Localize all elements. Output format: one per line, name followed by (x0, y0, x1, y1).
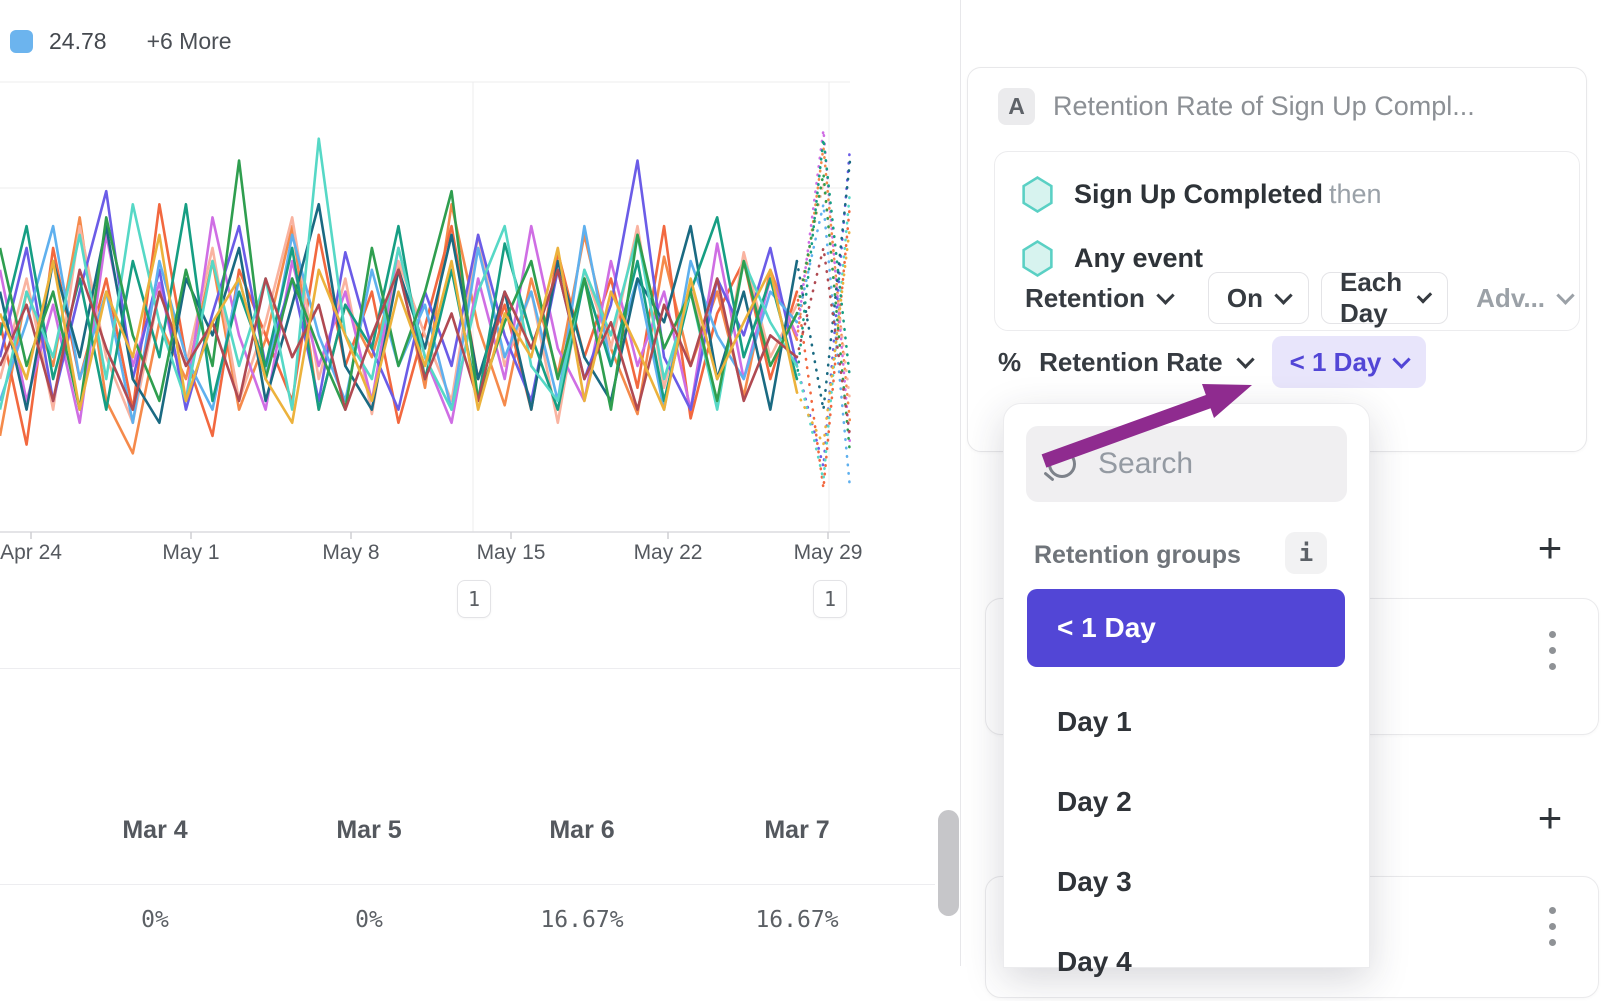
info-icon[interactable]: i (1285, 532, 1327, 574)
retention-type-dropdown[interactable]: Retention (1021, 272, 1190, 324)
chevron-down-icon (1235, 349, 1255, 369)
chart-series-tail-series-5 (795, 146, 852, 467)
chevron-down-icon (1417, 287, 1433, 303)
x-tick-label: May 22 (633, 541, 703, 564)
chart-series-tail-series-12 (795, 224, 852, 450)
metric-definition-card: A Retention Rate of Sign Up Compl... Sig… (967, 67, 1587, 452)
kebab-menu-icon[interactable] (1543, 625, 1562, 676)
x-tick-label: Apr 24 (0, 541, 62, 564)
add-section-button-2[interactable]: + (1537, 794, 1563, 841)
chart-series-series-11 (0, 268, 798, 411)
event-name[interactable]: Sign Up Completed (1074, 178, 1323, 209)
table-column-header: Mar 6 (549, 815, 615, 844)
group-option-day-2[interactable]: Day 2 (1057, 786, 1132, 817)
event-hexagon-icon (1022, 239, 1053, 277)
section-divider (0, 668, 960, 669)
group-option-1-day[interactable]: < 1 Day (1027, 589, 1345, 667)
event-row-1[interactable]: Sign Up Completed then (1021, 174, 1382, 214)
table-column-header: Mar 4 (122, 815, 188, 844)
on-dropdown[interactable]: On (1207, 272, 1309, 324)
chart-legend: 24.78 +6 More (10, 26, 232, 56)
chart-series-series-12 (0, 233, 799, 425)
event-group-card: Sign Up Completed then Any event Retentio… (994, 151, 1580, 331)
group-option-day-3[interactable]: Day 3 (1057, 866, 1132, 897)
retention-controls-row: Retention On Each Day Adv... (1021, 267, 1590, 328)
metric-type-dropdown[interactable]: Retention Rate (1039, 347, 1255, 378)
event-row-2[interactable]: Any event (1021, 238, 1203, 278)
groups-label-row: Retention groups i (1034, 532, 1349, 578)
chart-series-tail-series-11 (795, 247, 852, 438)
chevron-down-icon (1156, 285, 1175, 305)
group-option-day-1[interactable]: Day 1 (1057, 706, 1132, 737)
retention-group-menu: Retention groups i < 1 Day Day 1 Day 2 Day … (1003, 403, 1370, 977)
table-cell-value[interactable]: 0% (141, 907, 169, 933)
x-tick-label: May 29 (793, 541, 863, 564)
retention-group-dropdown[interactable]: < 1 Day (1271, 336, 1427, 388)
x-tick-label: May 8 (322, 541, 380, 564)
chart-series-tail-series-7 (795, 159, 852, 410)
legend-series-label[interactable]: 24.78 (49, 27, 107, 54)
event-hexagon-icon (1022, 175, 1053, 213)
chevron-down-icon (1556, 285, 1575, 305)
retention-chart-area[interactable]: Apr 24 May 1 May 8 May 15 May 22 May 29 1 1 (0, 75, 862, 618)
annotation-badge[interactable]: 1 (813, 580, 847, 618)
search-box[interactable] (1026, 426, 1347, 502)
x-tick-label: May 1 (162, 541, 220, 564)
chart-series-series-8 (0, 202, 799, 411)
search-icon (1048, 450, 1076, 478)
table-column-header: Mar 7 (764, 815, 830, 844)
group-option-day-4[interactable]: Day 4 (1057, 946, 1132, 977)
chart-series-tail-series-4 (795, 129, 852, 446)
metric-row: % Retention Rate < 1 Day (998, 336, 1427, 388)
table-cell-value[interactable]: 0% (355, 907, 383, 933)
search-input[interactable] (1096, 446, 1330, 482)
chevron-down-icon (1274, 285, 1293, 305)
event-suffix-then: then (1329, 178, 1382, 209)
panel-divider (960, 0, 961, 966)
interval-dropdown[interactable]: Each Day (1321, 267, 1449, 328)
advanced-dropdown[interactable]: Adv... (1458, 272, 1590, 324)
chart-series-series-9 (0, 137, 798, 411)
kebab-menu-icon-2[interactable] (1543, 901, 1562, 952)
x-tick-label: May 15 (476, 541, 546, 564)
legend-more-label[interactable]: +6 More (146, 27, 232, 54)
event-name[interactable]: Any event (1074, 242, 1204, 273)
table-divider (0, 884, 935, 885)
card-header: A Retention Rate of Sign Up Compl... (998, 88, 1475, 125)
chart-panel: 24.78 +6 More Apr 24 May 1 May 8 May 15 May … (0, 26, 960, 933)
table-cell-value[interactable]: 16.67% (540, 907, 624, 933)
chevron-down-icon (1392, 349, 1412, 369)
annotation-badge[interactable]: 1 (457, 580, 491, 618)
metric-title[interactable]: Retention Rate of Sign Up Compl... (1053, 91, 1475, 121)
vertical-scrollbar[interactable] (938, 810, 959, 916)
legend-swatch-icon (10, 29, 33, 53)
table-cell-value[interactable]: 16.67% (755, 907, 839, 933)
table-column-header: Mar 5 (336, 815, 402, 844)
percent-icon: % (998, 346, 1022, 377)
chart-series-series-10 (0, 159, 799, 411)
metric-badge: A (998, 88, 1035, 125)
retention-line-chart (0, 81, 852, 539)
add-section-button[interactable]: + (1537, 524, 1563, 571)
groups-section-label: Retention groups (1034, 540, 1241, 569)
